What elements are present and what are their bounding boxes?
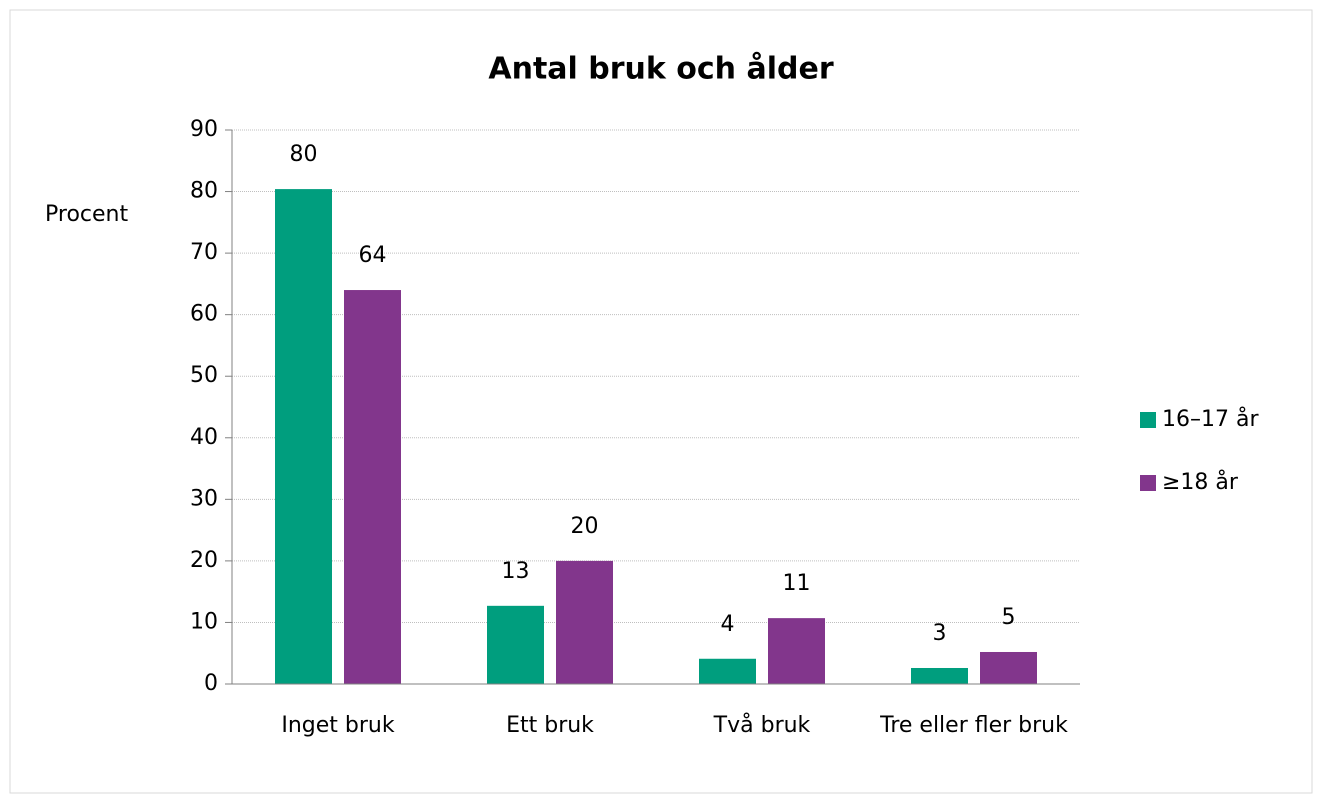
bar <box>556 560 613 684</box>
data-label: 4 <box>721 612 735 637</box>
bar <box>344 290 401 684</box>
chart-title: Antal bruk och ålder <box>488 51 833 87</box>
data-label: 20 <box>571 514 599 539</box>
y-tick-label: 10 <box>190 609 218 634</box>
bar <box>768 618 825 684</box>
data-label: 5 <box>1002 605 1016 630</box>
y-tick-label: 20 <box>190 548 218 573</box>
y-tick-label: 70 <box>190 240 218 265</box>
bar <box>911 667 968 684</box>
data-label: 3 <box>933 621 947 646</box>
legend-label: ≥18 år <box>1162 469 1239 495</box>
x-tick-label: Ett bruk <box>506 713 594 738</box>
bar <box>487 605 544 684</box>
y-tick-label: 0 <box>204 671 218 696</box>
y-tick-label: 80 <box>190 179 218 204</box>
x-tick-label: Två bruk <box>713 713 811 738</box>
y-tick-label: 50 <box>190 363 218 388</box>
legend-swatch <box>1140 475 1156 491</box>
y-tick-label: 60 <box>190 302 218 327</box>
bar <box>980 651 1037 684</box>
data-label: 13 <box>502 559 530 584</box>
bar <box>699 658 756 684</box>
data-label: 64 <box>359 243 387 268</box>
bar <box>275 189 332 685</box>
data-label: 11 <box>783 571 811 596</box>
y-axis-label: Procent <box>45 202 128 227</box>
x-tick-label: Tre eller fler bruk <box>880 713 1068 738</box>
legend-label: 16–17 år <box>1162 406 1259 432</box>
x-tick-label: Inget bruk <box>281 713 395 738</box>
chart-frame <box>9 9 1313 794</box>
y-tick-label: 40 <box>190 425 218 450</box>
legend-swatch <box>1140 412 1156 428</box>
y-tick-label: 90 <box>190 117 218 142</box>
data-label: 80 <box>290 142 318 167</box>
y-tick-label: 30 <box>190 486 218 511</box>
